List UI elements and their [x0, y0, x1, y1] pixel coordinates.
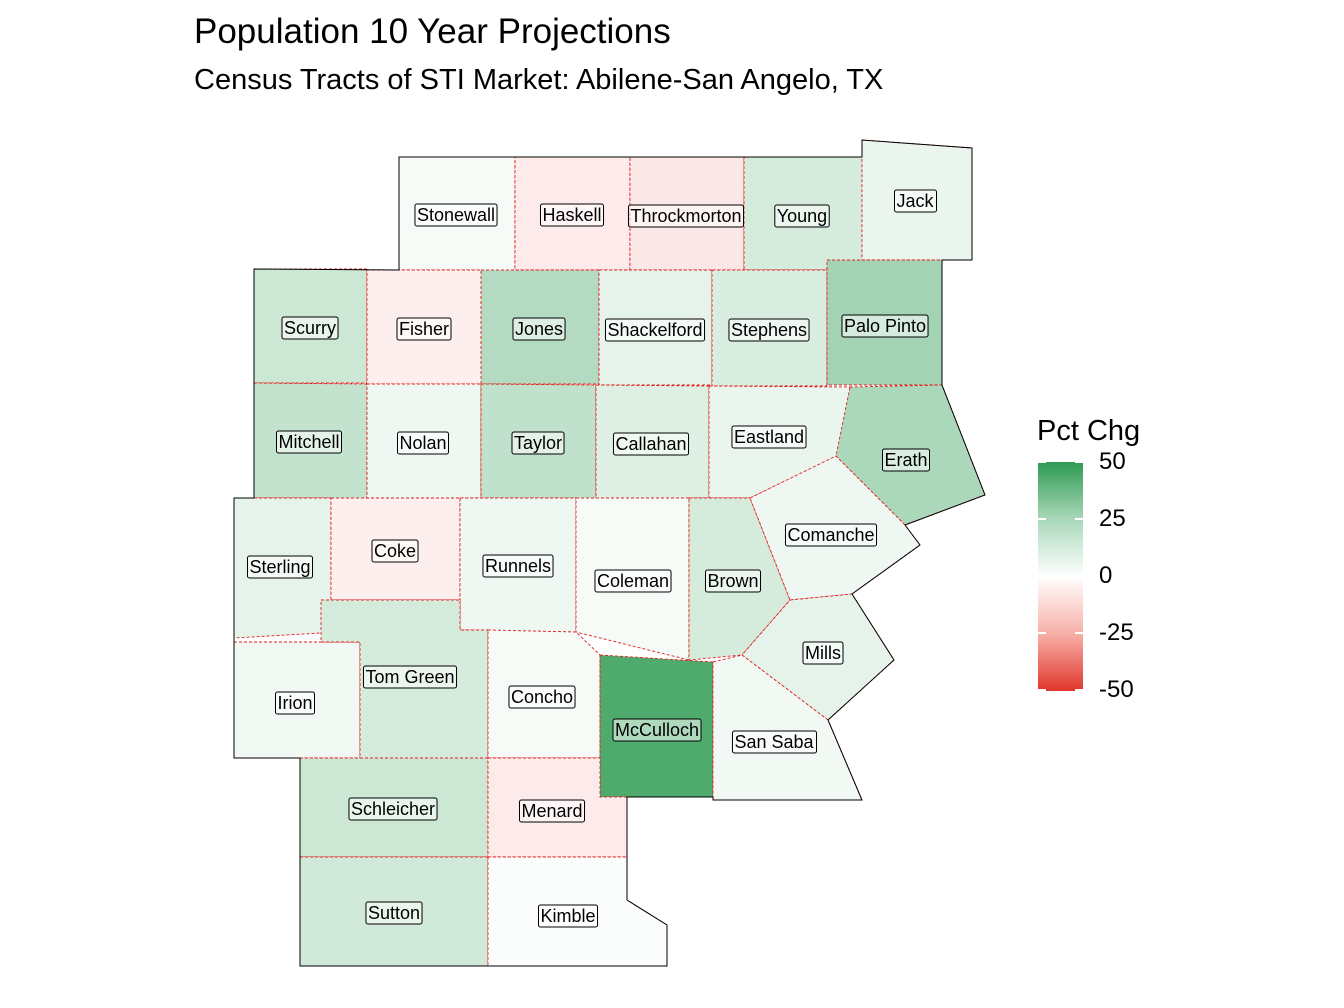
county-label-haskell: Haskell — [542, 205, 601, 225]
county-label-box — [348, 797, 438, 821]
county-label-nolan: Nolan — [399, 433, 446, 453]
county-label-kimble: Kimble — [540, 906, 595, 926]
county-label-throckmorton: Throckmorton — [630, 206, 741, 226]
market-boundary — [233, 139, 986, 967]
legend-tick-label: -25 — [1099, 619, 1134, 646]
legend-tick-mark — [1075, 461, 1083, 463]
county-label-brown: Brown — [707, 571, 758, 591]
county-label-mills: Mills — [805, 643, 841, 663]
county-label-concho: Concho — [511, 687, 573, 707]
county-label-box — [604, 318, 706, 342]
county-label-tom-green: Tom Green — [365, 667, 454, 687]
county-label-menard: Menard — [521, 801, 582, 821]
county-label-box — [281, 316, 339, 340]
county-label-comanche: Comanche — [787, 525, 874, 545]
county-label-box — [802, 641, 844, 665]
county-label-box — [728, 318, 810, 342]
county-label-coleman: Coleman — [597, 571, 669, 591]
chart-subtitle: Census Tracts of STI Market: Abilene-San… — [194, 64, 884, 96]
county-label-box — [731, 425, 807, 449]
county-label-box — [482, 554, 554, 578]
county-label-box — [396, 317, 452, 341]
county-label-box — [594, 569, 672, 593]
county-label-box — [511, 431, 565, 455]
county-label-box — [275, 430, 343, 454]
county-label-box — [537, 904, 599, 928]
county-label-box — [841, 314, 929, 338]
county-label-runnels: Runnels — [485, 556, 551, 576]
county-label-box — [704, 569, 762, 593]
county-label-box — [512, 317, 566, 341]
county-label-jones: Jones — [515, 319, 563, 339]
county-label-stephens: Stephens — [731, 320, 807, 340]
county-label-eastland: Eastland — [734, 427, 804, 447]
county-label-box — [246, 555, 314, 579]
county-label-scurry: Scurry — [284, 318, 336, 338]
county-label-box — [881, 448, 931, 472]
county-label-box — [731, 730, 818, 754]
legend-tick-label: -50 — [1099, 676, 1134, 703]
county-label-box — [508, 685, 576, 709]
chart-title: Population 10 Year Projections — [194, 12, 671, 51]
county-label-box — [627, 204, 745, 228]
legend-tick-mark — [1075, 518, 1083, 520]
legend-tick-mark — [1075, 689, 1083, 691]
county-label-sutton: Sutton — [368, 903, 420, 923]
county-label-box — [365, 901, 423, 925]
county-label-box — [414, 203, 498, 227]
county-label-box — [539, 203, 605, 227]
county-label-box — [396, 431, 450, 455]
county-label-callahan: Callahan — [615, 434, 686, 454]
county-label-box — [893, 189, 938, 213]
county-label-box — [784, 523, 878, 547]
legend-tick-mark — [1075, 575, 1083, 577]
county-label-young: Young — [777, 206, 827, 226]
legend-tick-mark — [1075, 632, 1083, 634]
county-label-box — [774, 204, 830, 228]
county-label-taylor: Taylor — [514, 433, 562, 453]
legend-tick-mark — [1038, 461, 1046, 463]
county-label-box — [518, 799, 586, 823]
county-label-fisher: Fisher — [399, 319, 449, 339]
legend-tick-mark — [1038, 518, 1046, 520]
legend-tick-label: 50 — [1099, 448, 1126, 475]
legend-tick-label: 0 — [1099, 562, 1113, 589]
county-label-box — [371, 539, 419, 563]
legend-tick-mark — [1038, 689, 1046, 691]
county-label-coke: Coke — [374, 541, 416, 561]
legend-title: Pct Chg — [1037, 415, 1141, 447]
county-label-shackelford: Shackelford — [607, 320, 702, 340]
county-label-box — [362, 665, 458, 689]
county-label-stonewall: Stonewall — [417, 205, 495, 225]
legend-tick-mark — [1038, 575, 1046, 577]
legend-tick-mark — [1038, 632, 1046, 634]
county-label-irion: Irion — [277, 693, 312, 713]
county-label-schleicher: Schleicher — [351, 799, 435, 819]
county-label-san-saba: San Saba — [734, 732, 814, 752]
county-label-box — [612, 432, 690, 456]
county-label-erath: Erath — [884, 450, 927, 470]
county-label-jack: Jack — [896, 191, 934, 211]
county-label-box — [612, 718, 702, 742]
county-label-palo-pinto: Palo Pinto — [844, 316, 926, 336]
legend-tick-label: 25 — [1099, 505, 1126, 532]
county-label-sterling: Sterling — [249, 557, 310, 577]
county-label-box — [274, 691, 316, 715]
county-label-mitchell: Mitchell — [278, 432, 339, 452]
county-label-mcculloch: McCulloch — [615, 720, 699, 740]
